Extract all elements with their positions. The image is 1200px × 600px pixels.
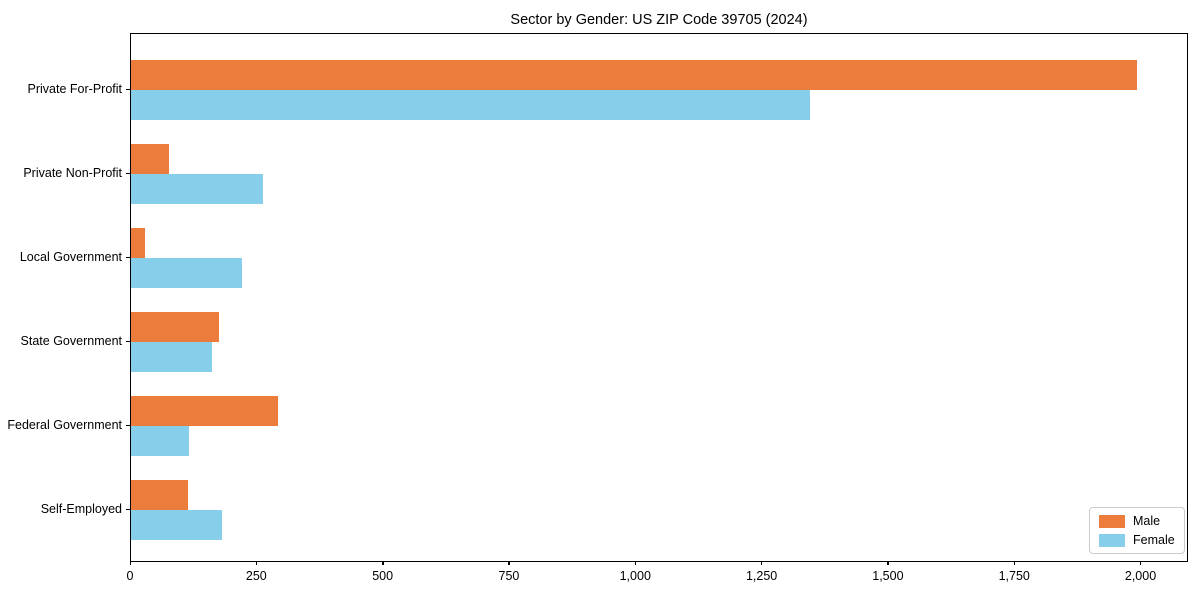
bar-male [131, 312, 220, 342]
x-axis-tick-label: 1,500 [872, 569, 904, 583]
x-axis-tick-label: 500 [372, 569, 394, 583]
bar-female [131, 174, 264, 204]
x-axis-tick [129, 561, 131, 565]
y-axis-category-label: Federal Government [7, 418, 122, 432]
x-axis-tick-label: 1,250 [745, 569, 778, 583]
legend-entry-female: Female [1099, 533, 1175, 547]
x-axis-tick [761, 561, 763, 565]
x-axis-tick-label: 0 [126, 569, 134, 583]
y-axis-tick [126, 88, 130, 90]
x-axis-tick [1013, 561, 1016, 565]
legend-entry-male: Male [1099, 514, 1175, 528]
legend: Male Female [1089, 507, 1185, 554]
y-axis-category-label: Private Non-Profit [23, 166, 122, 180]
x-axis-tick-label: 2,000 [1124, 569, 1157, 583]
y-axis-tick [126, 424, 130, 426]
y-axis-category-label: Self-Employed [40, 502, 122, 516]
bar-male [131, 396, 278, 426]
bar-female [131, 510, 222, 540]
y-axis-tick [126, 508, 130, 510]
x-axis-tick [255, 561, 258, 565]
bar-female [131, 426, 189, 456]
plot-area [130, 33, 1188, 562]
y-axis-tick [126, 340, 130, 342]
x-axis-tick [382, 561, 384, 565]
bar-female [131, 90, 810, 120]
y-axis-category-label: Local Government [19, 250, 122, 264]
x-axis-tick-label: 750 [498, 569, 520, 583]
bar-male [131, 60, 1137, 90]
y-axis-category-label: Private For-Profit [27, 82, 122, 96]
legend-swatch-male [1099, 514, 1125, 528]
legend-label: Male [1133, 514, 1161, 528]
y-axis-category-label: State Government [20, 334, 122, 348]
x-axis-tick [1140, 561, 1142, 565]
x-axis-tick [634, 561, 637, 565]
y-axis-tick [126, 172, 130, 174]
bars-layer [131, 34, 1187, 561]
bar-female [131, 342, 212, 372]
legend-label: Female [1133, 533, 1175, 547]
x-axis-tick [508, 561, 510, 565]
x-axis-tick-label: 250 [245, 569, 267, 583]
bar-male [131, 144, 169, 174]
bar-male [131, 228, 146, 258]
legend-swatch-female [1099, 533, 1125, 547]
chart-title: Sector by Gender: US ZIP Code 39705 (202… [510, 12, 808, 28]
y-axis-tick [126, 256, 130, 258]
x-axis-tick-label: 1,750 [998, 569, 1030, 583]
x-axis-tick [887, 561, 889, 565]
bar-female [131, 258, 242, 288]
x-axis-tick-label: 1,000 [619, 569, 651, 583]
bar-male [131, 480, 188, 510]
